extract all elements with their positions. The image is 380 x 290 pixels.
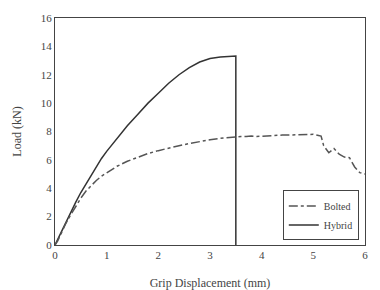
svg-text:4: 4 [46, 182, 52, 194]
svg-text:0: 0 [52, 249, 58, 261]
svg-text:6: 6 [362, 249, 368, 261]
svg-text:2: 2 [46, 210, 52, 222]
svg-text:6: 6 [46, 154, 52, 166]
svg-text:4: 4 [259, 249, 265, 261]
svg-text:3: 3 [207, 249, 213, 261]
svg-text:Grip Displacement (mm): Grip Displacement (mm) [150, 276, 271, 290]
svg-text:12: 12 [41, 69, 52, 81]
svg-text:8: 8 [46, 125, 52, 137]
svg-text:Load (kN): Load (kN) [10, 106, 24, 156]
svg-text:16: 16 [41, 12, 53, 24]
svg-text:1: 1 [104, 249, 110, 261]
svg-text:0: 0 [46, 239, 52, 251]
svg-text:Bolted: Bolted [324, 201, 351, 212]
svg-text:Hybrid: Hybrid [324, 220, 352, 231]
svg-text:14: 14 [41, 40, 53, 52]
svg-text:2: 2 [156, 249, 162, 261]
svg-text:5: 5 [311, 249, 317, 261]
svg-text:10: 10 [41, 97, 53, 109]
